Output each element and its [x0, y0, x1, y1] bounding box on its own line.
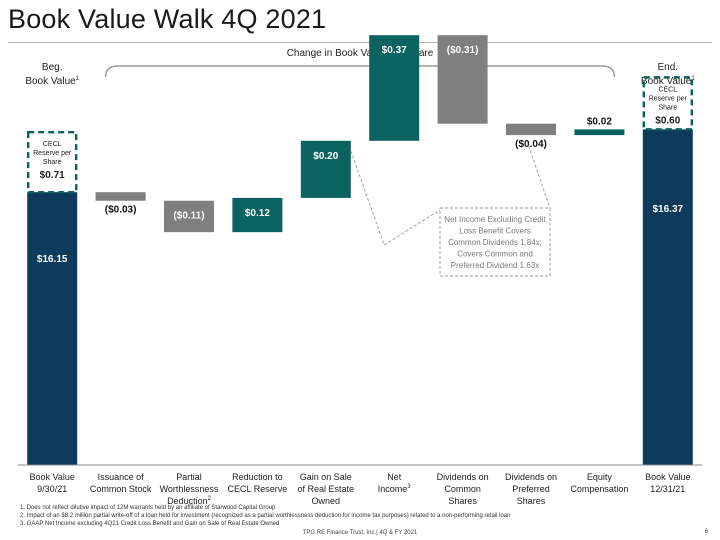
category-label-6-1: Common	[444, 484, 481, 494]
callout-line-3: Covers Common and	[457, 250, 533, 259]
category-label-1-0: Issuance of	[98, 472, 145, 482]
category-label-0-0: Book Value	[30, 472, 75, 482]
category-label-7-0: Dividends on	[505, 472, 557, 482]
category-label-4-0: Gain on Sale	[300, 472, 352, 482]
bar-3	[232, 197, 283, 233]
category-label-8-1: Compensation	[570, 484, 628, 494]
beg-book-value-header-superscript: 1	[76, 76, 80, 82]
cecl-box-0	[27, 130, 78, 194]
bar-label-5: $0.37	[382, 45, 407, 56]
category-label-4-1: of Real Estate	[298, 484, 355, 494]
callout-connector-left	[350, 150, 441, 246]
bar-0	[27, 192, 78, 465]
footer-text: TPG RE Finance Trust, Inc.| 4Q & FY 2021	[302, 530, 418, 536]
end-book-value-header-line1: End.	[658, 62, 679, 73]
cecl-box-1-value: $0.60	[655, 115, 680, 126]
cecl-box-0-value: $0.71	[40, 170, 65, 181]
callout-box	[439, 207, 551, 277]
bar-label-6: ($0.31)	[447, 45, 479, 56]
bar-7	[506, 123, 556, 136]
category-label-1-1: Common Stock	[90, 484, 152, 494]
cecl-box-0-line-0: CECL	[43, 141, 62, 148]
bracket-label: Change in Book Value Per Share	[287, 48, 434, 59]
bar-4	[300, 140, 351, 198]
beg-book-value-header-line1: Beg.	[42, 62, 63, 73]
bar-label-4: $0.20	[313, 151, 338, 162]
bar-label-0: $16.15	[37, 254, 68, 265]
footnote-2: 2. Impact of an $8.2 million partial wri…	[20, 513, 511, 520]
cecl-box-0-line-1: Reserve per	[33, 150, 72, 157]
bar-label-8: $0.02	[587, 116, 612, 127]
cecl-box-1-line-2: Share	[658, 104, 677, 111]
callout-line-2: Common Dividends 1.84x;	[448, 238, 542, 247]
bar-label-1: ($0.03)	[105, 205, 137, 216]
category-label-9-1: 12/31/21	[650, 484, 685, 494]
category-superscript-5: 3	[407, 484, 411, 490]
category-label-6-0: Dividends on	[437, 472, 489, 482]
bar-9	[642, 129, 693, 465]
callout-line-4: Preferred Dividend 1.63x	[451, 261, 540, 270]
callout-line-0: Net Income Excluding Credit	[444, 215, 546, 224]
bar-label-2: ($0.11)	[173, 211, 204, 222]
title-divider	[8, 42, 712, 43]
bar-6	[437, 35, 488, 124]
footnotes: 1. Does not reflect dilutive impact of 1…	[20, 504, 510, 529]
cecl-box-1-line-1: Reserve per	[649, 95, 688, 102]
end-book-value-header-line2: Book Value1	[641, 76, 695, 87]
cecl-box-0-line-2: Share	[43, 159, 62, 166]
end-book-value-header-superscript: 1	[691, 76, 695, 82]
category-label-5-1: Income3	[378, 484, 412, 494]
bar-label-3: $0.12	[245, 208, 270, 219]
bar-label-7: ($0.04)	[515, 139, 547, 150]
beg-book-value-header-line2: Book Value1	[25, 76, 79, 87]
category-label-2-0: Partial	[176, 472, 202, 482]
page-title: Book Value Walk 4Q 2021	[8, 4, 327, 34]
category-label-2-2: Deduction2	[167, 496, 212, 506]
category-label-6-2: Shares	[448, 496, 477, 506]
category-label-0-1: 9/30/21	[37, 484, 67, 494]
footnote-3: 3. GAAP Net Income excluding 4Q21 Credit…	[20, 521, 280, 528]
category-label-7-1: Preferred	[512, 484, 550, 494]
callout-connector-right	[526, 140, 551, 209]
change-bracket	[104, 65, 616, 78]
category-label-4-2: Owned	[312, 496, 341, 506]
category-superscript-2: 2	[208, 496, 212, 502]
bar-label-9: $16.37	[653, 204, 684, 215]
bar-8	[574, 129, 625, 136]
page-number: 6	[704, 529, 708, 535]
bar-1	[95, 192, 146, 201]
bar-5	[369, 35, 420, 141]
footnote-1: 1. Does not reflect dilutive impact of 1…	[20, 505, 276, 511]
category-label-8-0: Equity	[587, 472, 613, 482]
category-label-7-2: Shares	[517, 496, 546, 506]
cecl-box-1	[642, 76, 693, 131]
category-label-3-1: CECL Reserve	[228, 484, 288, 494]
category-label-5-0: Net	[387, 472, 402, 482]
category-label-9-0: Book Value	[645, 472, 690, 482]
bar-2	[164, 200, 214, 233]
callout-line-1: Loss Benefit Covers	[459, 227, 531, 236]
cecl-box-1-line-0: CECL	[658, 86, 677, 93]
category-label-3-0: Reduction to	[232, 472, 283, 482]
category-label-2-1: Worthlessness	[160, 484, 219, 494]
